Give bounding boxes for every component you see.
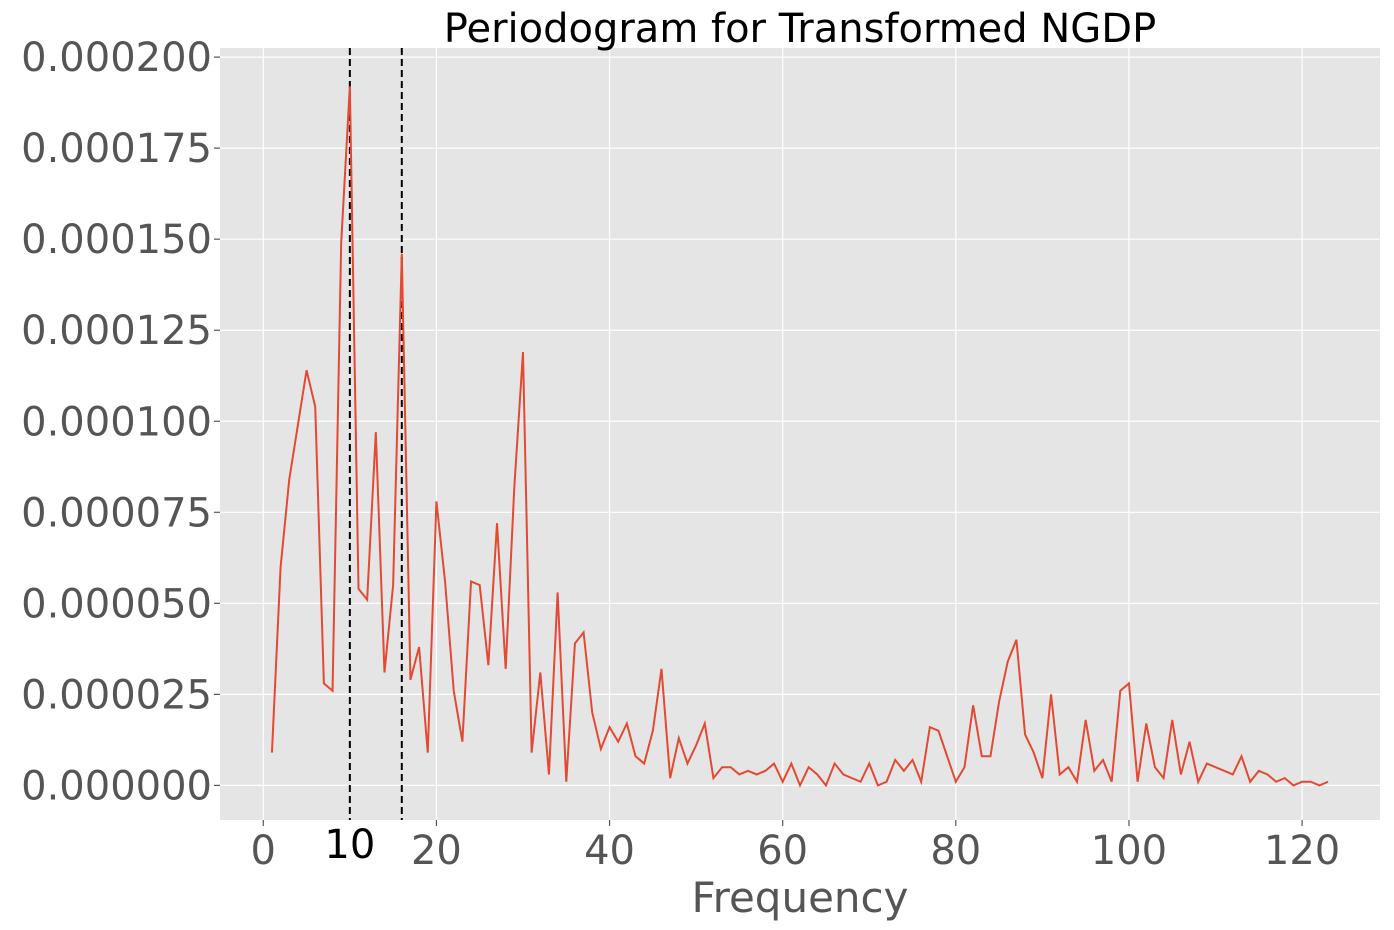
vertical-marker-lines (348, 48, 403, 820)
y-tick-label: 0.000100 (21, 399, 212, 445)
grid-y (214, 56, 1380, 787)
x-tick-label: 120 (1264, 828, 1340, 874)
y-tick-label: 0.000050 (21, 581, 212, 627)
x-tick-label: 80 (930, 828, 981, 874)
y-tick-label: 0.000150 (21, 217, 212, 263)
grid-x (262, 48, 1303, 826)
x-axis-label: Frequency (692, 873, 909, 922)
y-tick-label: 0.000000 (21, 763, 212, 809)
x-tick-labels: 0 20 40 60 80 100 120 (251, 828, 1341, 874)
y-tick-labels: 0.000000 0.000025 0.000050 0.000075 0.000100… (21, 35, 212, 809)
y-tick-label: 0.000075 (21, 490, 212, 536)
y-tick-label: 0.000175 (21, 126, 212, 172)
x-tick-label: 60 (757, 828, 808, 874)
y-tick-label: 0.000200 (21, 35, 212, 81)
marker-label-10: 10 (324, 822, 375, 868)
x-tick-label: 0 (251, 828, 276, 874)
x-tick-label: 100 (1091, 828, 1167, 874)
x-tick-label: 20 (411, 828, 462, 874)
series-line (270, 86, 1329, 788)
y-tick-label: 0.000025 (21, 672, 212, 718)
y-tick-label: 0.000125 (21, 308, 212, 354)
x-tick-label: 40 (584, 828, 635, 874)
chart-title: Periodogram for Transformed NGDP (444, 6, 1156, 52)
plot-background (220, 48, 1380, 820)
